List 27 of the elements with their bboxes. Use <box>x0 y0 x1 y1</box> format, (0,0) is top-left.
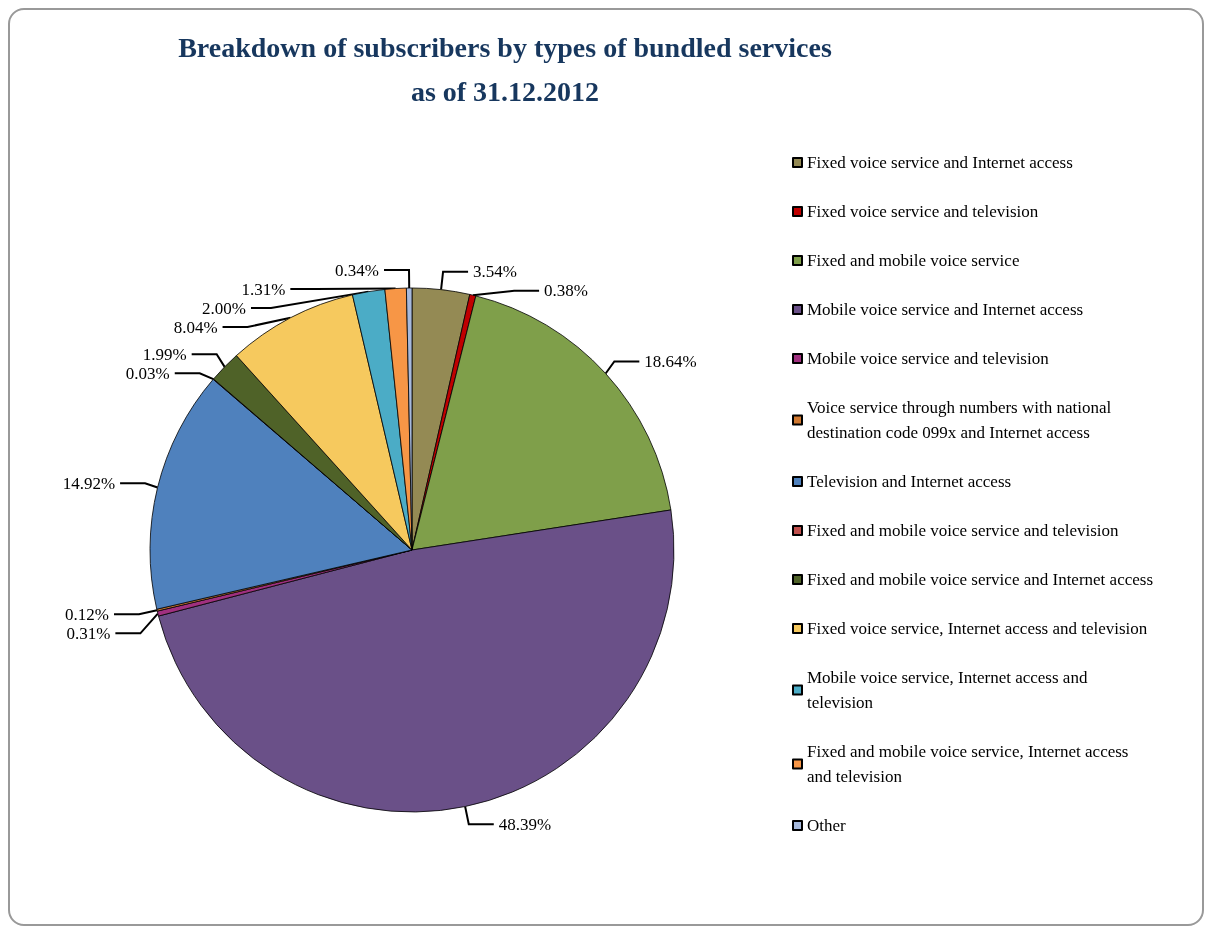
data-label: 2.00% <box>202 298 246 318</box>
legend-label: Mobile voice service, Internet access and television <box>807 668 1092 712</box>
data-label: 0.38% <box>544 281 589 301</box>
legend-label: Fixed and mobile voice service <box>807 251 1020 270</box>
data-label: 18.64% <box>644 351 697 371</box>
legend-label: Other <box>807 816 847 835</box>
data-label: 48.39% <box>498 814 552 834</box>
data-label: 0.34% <box>335 260 380 280</box>
data-label: 3.54% <box>473 262 517 282</box>
data-label: 1.99% <box>142 344 187 364</box>
legend-label: Fixed voice service, Internet access and television <box>807 619 1148 638</box>
chart-title: Breakdown of subscribers by types of bundled services as of 31.12.2012 <box>178 31 832 107</box>
legend-label: Fixed and mobile voice service and television <box>807 521 1120 540</box>
legend-label: Fixed voice service and television <box>807 202 1039 221</box>
data-label: 0.12% <box>65 604 109 624</box>
legend-label: Fixed and mobile voice service and Internet access <box>807 570 1154 589</box>
legend-label: Mobile voice service and television <box>807 349 1050 368</box>
data-label: 0.31% <box>66 623 111 643</box>
data-label: 0.03% <box>125 363 170 383</box>
legend-label: Fixed and mobile voice service, Internet access and television <box>807 742 1133 786</box>
data-label: 8.04% <box>173 317 218 337</box>
legend-label: Mobile voice service and Internet access <box>807 300 1084 319</box>
data-label: 1.31% <box>241 279 286 299</box>
legend-label: Television and Internet access <box>807 472 1012 491</box>
legend-label: Fixed voice service and Internet access <box>807 153 1073 172</box>
legend-label: Voice service through numbers with national destination code 099x and Internet access <box>807 398 1116 442</box>
data-label: 14.92% <box>62 473 116 493</box>
